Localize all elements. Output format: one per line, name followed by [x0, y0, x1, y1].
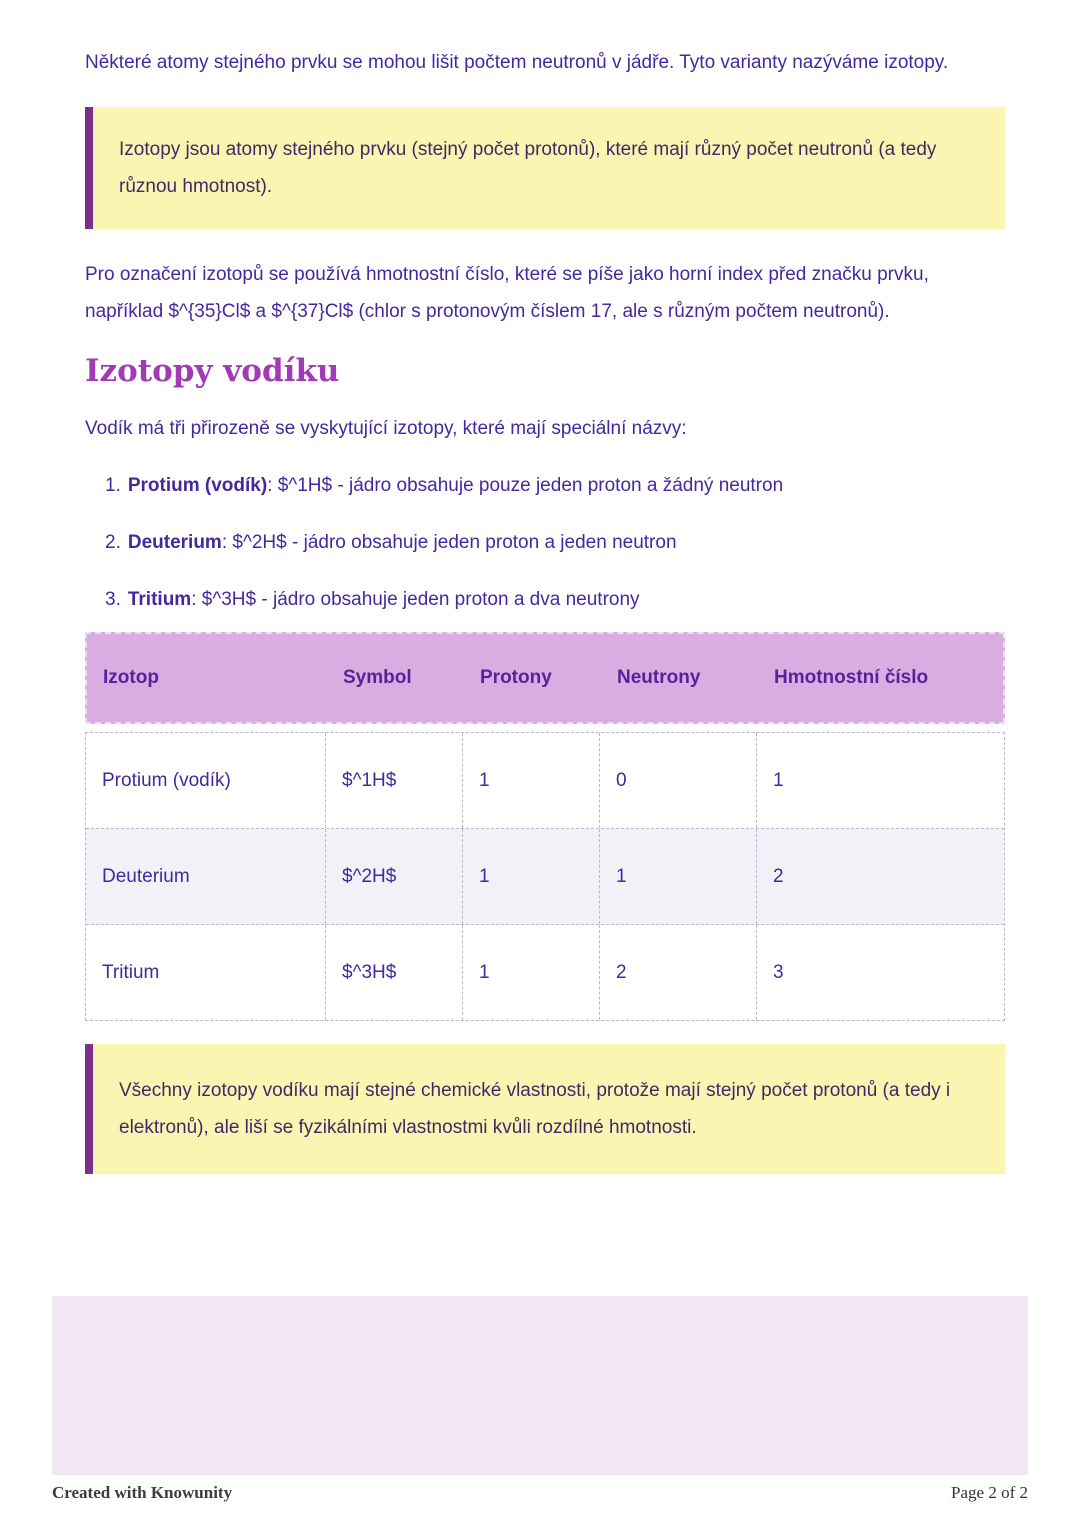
bottom-placeholder-box — [52, 1296, 1028, 1475]
table-header-neutrony: Neutrony — [617, 667, 701, 688]
table-cell: 2 — [773, 865, 784, 887]
footer-page-number: Page 2 of 2 — [951, 1483, 1028, 1502]
table-cell: 1 — [773, 769, 784, 791]
table-cell: $^2H$ — [326, 829, 463, 924]
properties-callout-text: Všechny izotopy vodíku mají stejné chemi… — [119, 1080, 951, 1138]
list-item-description: : $^1H$ - jádro obsahuje pouze jeden pro… — [267, 475, 784, 496]
table-cell: 1 — [463, 733, 600, 828]
table-cell: 0 — [600, 733, 757, 828]
table-body: Protium (vodík) $^1H$ 1 0 1 Deuterium $^… — [85, 732, 1005, 1021]
definition-callout-text: Izotopy jsou atomy stejného prvku (stejn… — [119, 139, 937, 197]
table-header-izotop: Izotop — [103, 667, 159, 688]
table-header-symbol: Symbol — [343, 667, 412, 688]
list-item-term: Tritium — [127, 589, 192, 610]
list-item-description: : $^3H$ - jádro obsahuje jeden proton a … — [191, 589, 640, 610]
table-cell: 1 — [463, 829, 600, 924]
isotope-table: Izotop Symbol Protony Neutrony Hmotnostn… — [85, 632, 1005, 1021]
section-heading: Izotopy vodíku — [85, 353, 340, 389]
main-content: Některé atomy stejného prvku se mohou li… — [85, 0, 1005, 1174]
table-cell: $^1H$ — [326, 733, 463, 828]
list-item-number: 1. — [105, 475, 121, 496]
section-intro-paragraph: Vodík má tři přirozeně se vyskytující iz… — [85, 418, 687, 439]
table-header-protony: Protony — [480, 667, 552, 688]
notation-paragraph: Pro označení izotopů se používá hmotnost… — [85, 264, 929, 322]
table-cell: Protium (vodík) — [86, 733, 326, 828]
footer-brand-text: Created with Knowunity — [52, 1483, 233, 1502]
list-item-deuterium: 2. Deuterium: $^2H$ - jádro obsahuje jede… — [105, 528, 1005, 557]
table-header-row: Izotop Symbol Protony Neutrony Hmotnostn… — [85, 632, 1005, 724]
table-cell: 2 — [600, 925, 757, 1020]
table-row-tritium: Tritium $^3H$ 1 2 3 — [86, 925, 1004, 1020]
table-cell: 1 — [600, 829, 757, 924]
list-item-term: Protium (vodík) — [127, 475, 268, 496]
list-item-number: 2. — [105, 532, 121, 553]
list-item-number: 3. — [105, 589, 121, 610]
list-item-tritium: 3. Tritium: $^3H$ - jádro obsahuje jeden … — [105, 585, 1005, 614]
list-item-protium: 1. Protium (vodík): $^1H$ - jádro obsahuj… — [105, 471, 1005, 500]
table-row-protium: Protium (vodík) $^1H$ 1 0 1 — [86, 733, 1004, 829]
table-cell: Deuterium — [86, 829, 326, 924]
table-cell: 3 — [773, 961, 784, 983]
intro-paragraph: Některé atomy stejného prvku se mohou li… — [85, 52, 949, 73]
page-footer: Created with Knowunity Page 2 of 2 — [52, 1483, 1028, 1503]
table-cell: 1 — [463, 925, 600, 1020]
definition-callout: Izotopy jsou atomy stejného prvku (stejn… — [85, 107, 1005, 229]
list-item-term: Deuterium — [127, 532, 222, 553]
isotope-list: 1. Protium (vodík): $^1H$ - jádro obsahuj… — [85, 471, 1005, 614]
table-cell: Tritium — [86, 925, 326, 1020]
table-header-hmotnostni-cislo: Hmotnostní číslo — [774, 667, 929, 688]
table-row-deuterium: Deuterium $^2H$ 1 1 2 — [86, 829, 1004, 925]
properties-callout: Všechny izotopy vodíku mají stejné chemi… — [85, 1044, 1005, 1174]
table-cell: $^3H$ — [326, 925, 463, 1020]
list-item-description: : $^2H$ - jádro obsahuje jeden proton a … — [221, 532, 677, 553]
